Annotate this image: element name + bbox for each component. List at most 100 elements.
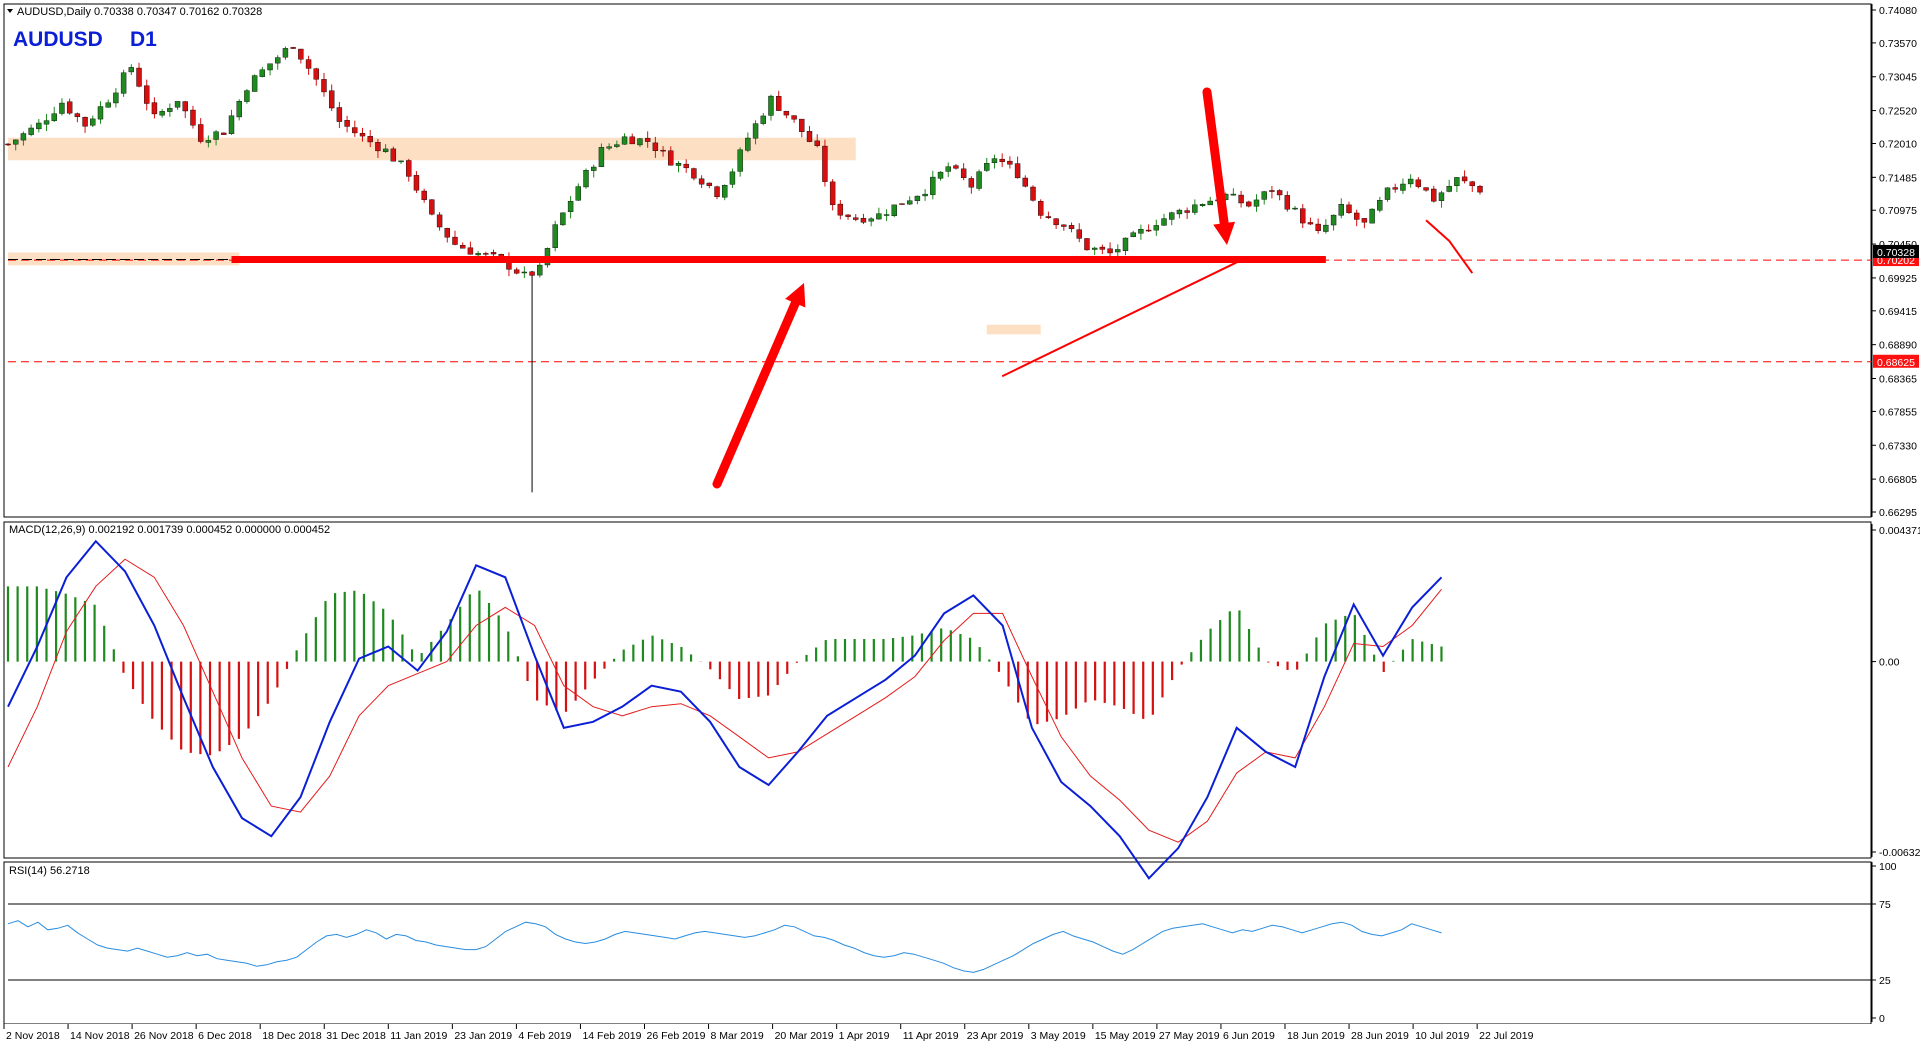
up-arrow [712,283,806,489]
candle-body [652,142,659,151]
candle-body [1407,178,1414,185]
candle-body [775,96,782,111]
candle-body [421,190,427,201]
price-tick-label: 0.66805 [1879,474,1917,486]
candle-body [74,113,81,117]
candle-body [167,108,173,112]
candle-body [1323,224,1329,232]
candle-body [513,269,520,274]
candle-body [1292,207,1298,210]
candle-body [1361,218,1368,223]
candle-body [1084,238,1090,251]
candle-body [660,149,666,152]
macd-signal-line [7,558,1442,843]
candle-body [1315,223,1321,231]
candle-body [984,163,990,171]
candle-body [883,214,890,216]
macd-title: MACD(12,26,9) 0.002192 0.001739 0.000452… [9,524,330,536]
candle-body [1469,181,1475,187]
candle-body [606,146,612,149]
candle-body [1438,192,1445,201]
price-tick-label: 0.68890 [1879,340,1917,352]
candle-body [221,132,227,135]
candle-body [591,166,597,171]
candle-body [1068,225,1075,229]
candle-body [290,47,296,49]
candle-body [205,140,212,143]
candle-body [13,139,19,145]
candle-body [891,204,897,217]
candle-body [36,122,42,130]
candle-body [1238,194,1244,204]
candle-body [1076,229,1082,239]
candle-body [344,120,350,127]
candle-body [336,107,343,122]
current-price-label: 0.70328 [1877,247,1915,259]
candle-body [1038,201,1044,216]
candle-body [1045,216,1052,218]
candle-body [1276,190,1283,196]
candle-body [829,181,836,206]
candle-body [59,102,65,114]
down-arrow-head [1213,221,1236,245]
candle-body [28,127,34,135]
date-tick-label: 18 Dec 2018 [262,1030,322,1042]
candle-body [637,138,643,146]
candle-body [90,118,96,126]
candle-body [791,115,797,120]
candle-body [1392,187,1398,190]
candle-body [583,170,589,188]
candle-body [860,218,867,223]
candle-body [144,85,150,104]
candle-body [814,140,820,146]
macd-indicator [6,539,1443,880]
ascending-trendline [1001,259,1242,378]
down-arrow [1202,87,1236,245]
price-tick-label: 0.67330 [1879,440,1917,452]
date-tick-label: 20 Mar 2019 [775,1030,834,1042]
rsi-line [7,920,1442,973]
candle-body [1184,210,1190,213]
date-tick-label: 28 Jun 2019 [1351,1030,1409,1042]
price-tick-label: 0.74080 [1879,5,1917,17]
candle-body [1130,232,1136,238]
header-dropdown-icon[interactable] [7,9,13,13]
candle-body [683,163,689,169]
candle-body [1384,187,1391,200]
date-tick-label: 26 Feb 2019 [647,1030,706,1042]
candle-body [1454,177,1460,187]
candle-body [937,171,944,179]
down-arrow-shaft [1202,87,1229,228]
candle-body [799,118,805,133]
candle-body [51,113,57,121]
support-zone [8,252,240,266]
down-move-line [1425,219,1474,274]
date-tick-label: 15 May 2019 [1095,1030,1156,1042]
candle-body [714,186,720,198]
candle-body [136,67,142,87]
candle-body [845,214,851,217]
candle-body [1145,229,1152,232]
candle-body [267,63,273,71]
up-arrow-head [785,283,806,308]
candle-body [174,101,181,108]
candle-body [359,132,366,137]
price-axis: 0.74080 0.73570 0.73045 0.72520 0.72010 0.714… [1871,4,1919,519]
date-tick-label: 27 May 2019 [1159,1030,1220,1042]
candle-body [1446,186,1452,192]
rsi-tick-label: 0 [1879,1013,1885,1025]
date-tick-label: 18 Jun 2019 [1287,1030,1345,1042]
candle-body [567,201,574,212]
candle-body [899,203,905,205]
candle-body [760,115,766,124]
candle-body [722,184,728,198]
candle-body [529,271,535,276]
candle-body [1007,160,1013,165]
price-tag-label: 0.68625 [1877,357,1915,369]
date-tick-label: 23 Apr 2019 [967,1030,1024,1042]
date-tick-label: 3 May 2019 [1031,1030,1086,1042]
timeframe-label: D1 [130,28,157,51]
price-zones [8,137,1872,363]
rsi-tick-label: 75 [1879,899,1891,911]
